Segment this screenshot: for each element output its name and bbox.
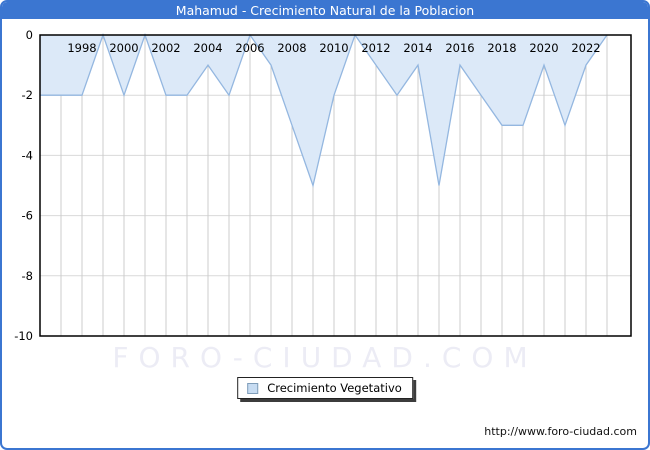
source-url: http://www.foro-ciudad.com xyxy=(484,425,637,438)
y-axis-label: -8 xyxy=(22,269,33,283)
x-axis-label: 2008 xyxy=(277,41,306,55)
x-axis-label: 2004 xyxy=(193,41,222,55)
x-axis-label: 2018 xyxy=(487,41,516,55)
watermark: FORO-CIUDAD.COM xyxy=(112,341,538,374)
y-axis-label: -4 xyxy=(22,148,33,162)
legend-swatch-icon xyxy=(247,382,259,394)
legend-label: Crecimiento Vegetativo xyxy=(267,381,402,395)
y-axis-label: 0 xyxy=(26,28,33,42)
x-axis-label: 2016 xyxy=(445,41,474,55)
area-series xyxy=(40,35,607,186)
x-axis-label: 2000 xyxy=(109,41,138,55)
chart-title-bar: Mahamud - Crecimiento Natural de la Pobl… xyxy=(2,2,648,19)
x-axis-label: 1998 xyxy=(67,41,96,55)
legend: Crecimiento Vegetativo xyxy=(237,377,413,399)
x-axis-label: 2002 xyxy=(151,41,180,55)
x-axis-label: 2006 xyxy=(235,41,264,55)
plot-border xyxy=(39,34,632,337)
x-axis-label: 2014 xyxy=(403,41,432,55)
chart-title: Mahamud - Crecimiento Natural de la Pobl… xyxy=(175,3,475,18)
series-line xyxy=(40,33,608,188)
x-axis-label: 2010 xyxy=(319,41,348,55)
x-axis-label: 2020 xyxy=(529,41,558,55)
x-axis-label: 2012 xyxy=(361,41,390,55)
y-axis-label: -2 xyxy=(22,88,33,102)
x-axis-label: 2022 xyxy=(571,41,600,55)
y-axis-label: -10 xyxy=(14,329,33,343)
y-axis-label: -6 xyxy=(22,209,33,223)
